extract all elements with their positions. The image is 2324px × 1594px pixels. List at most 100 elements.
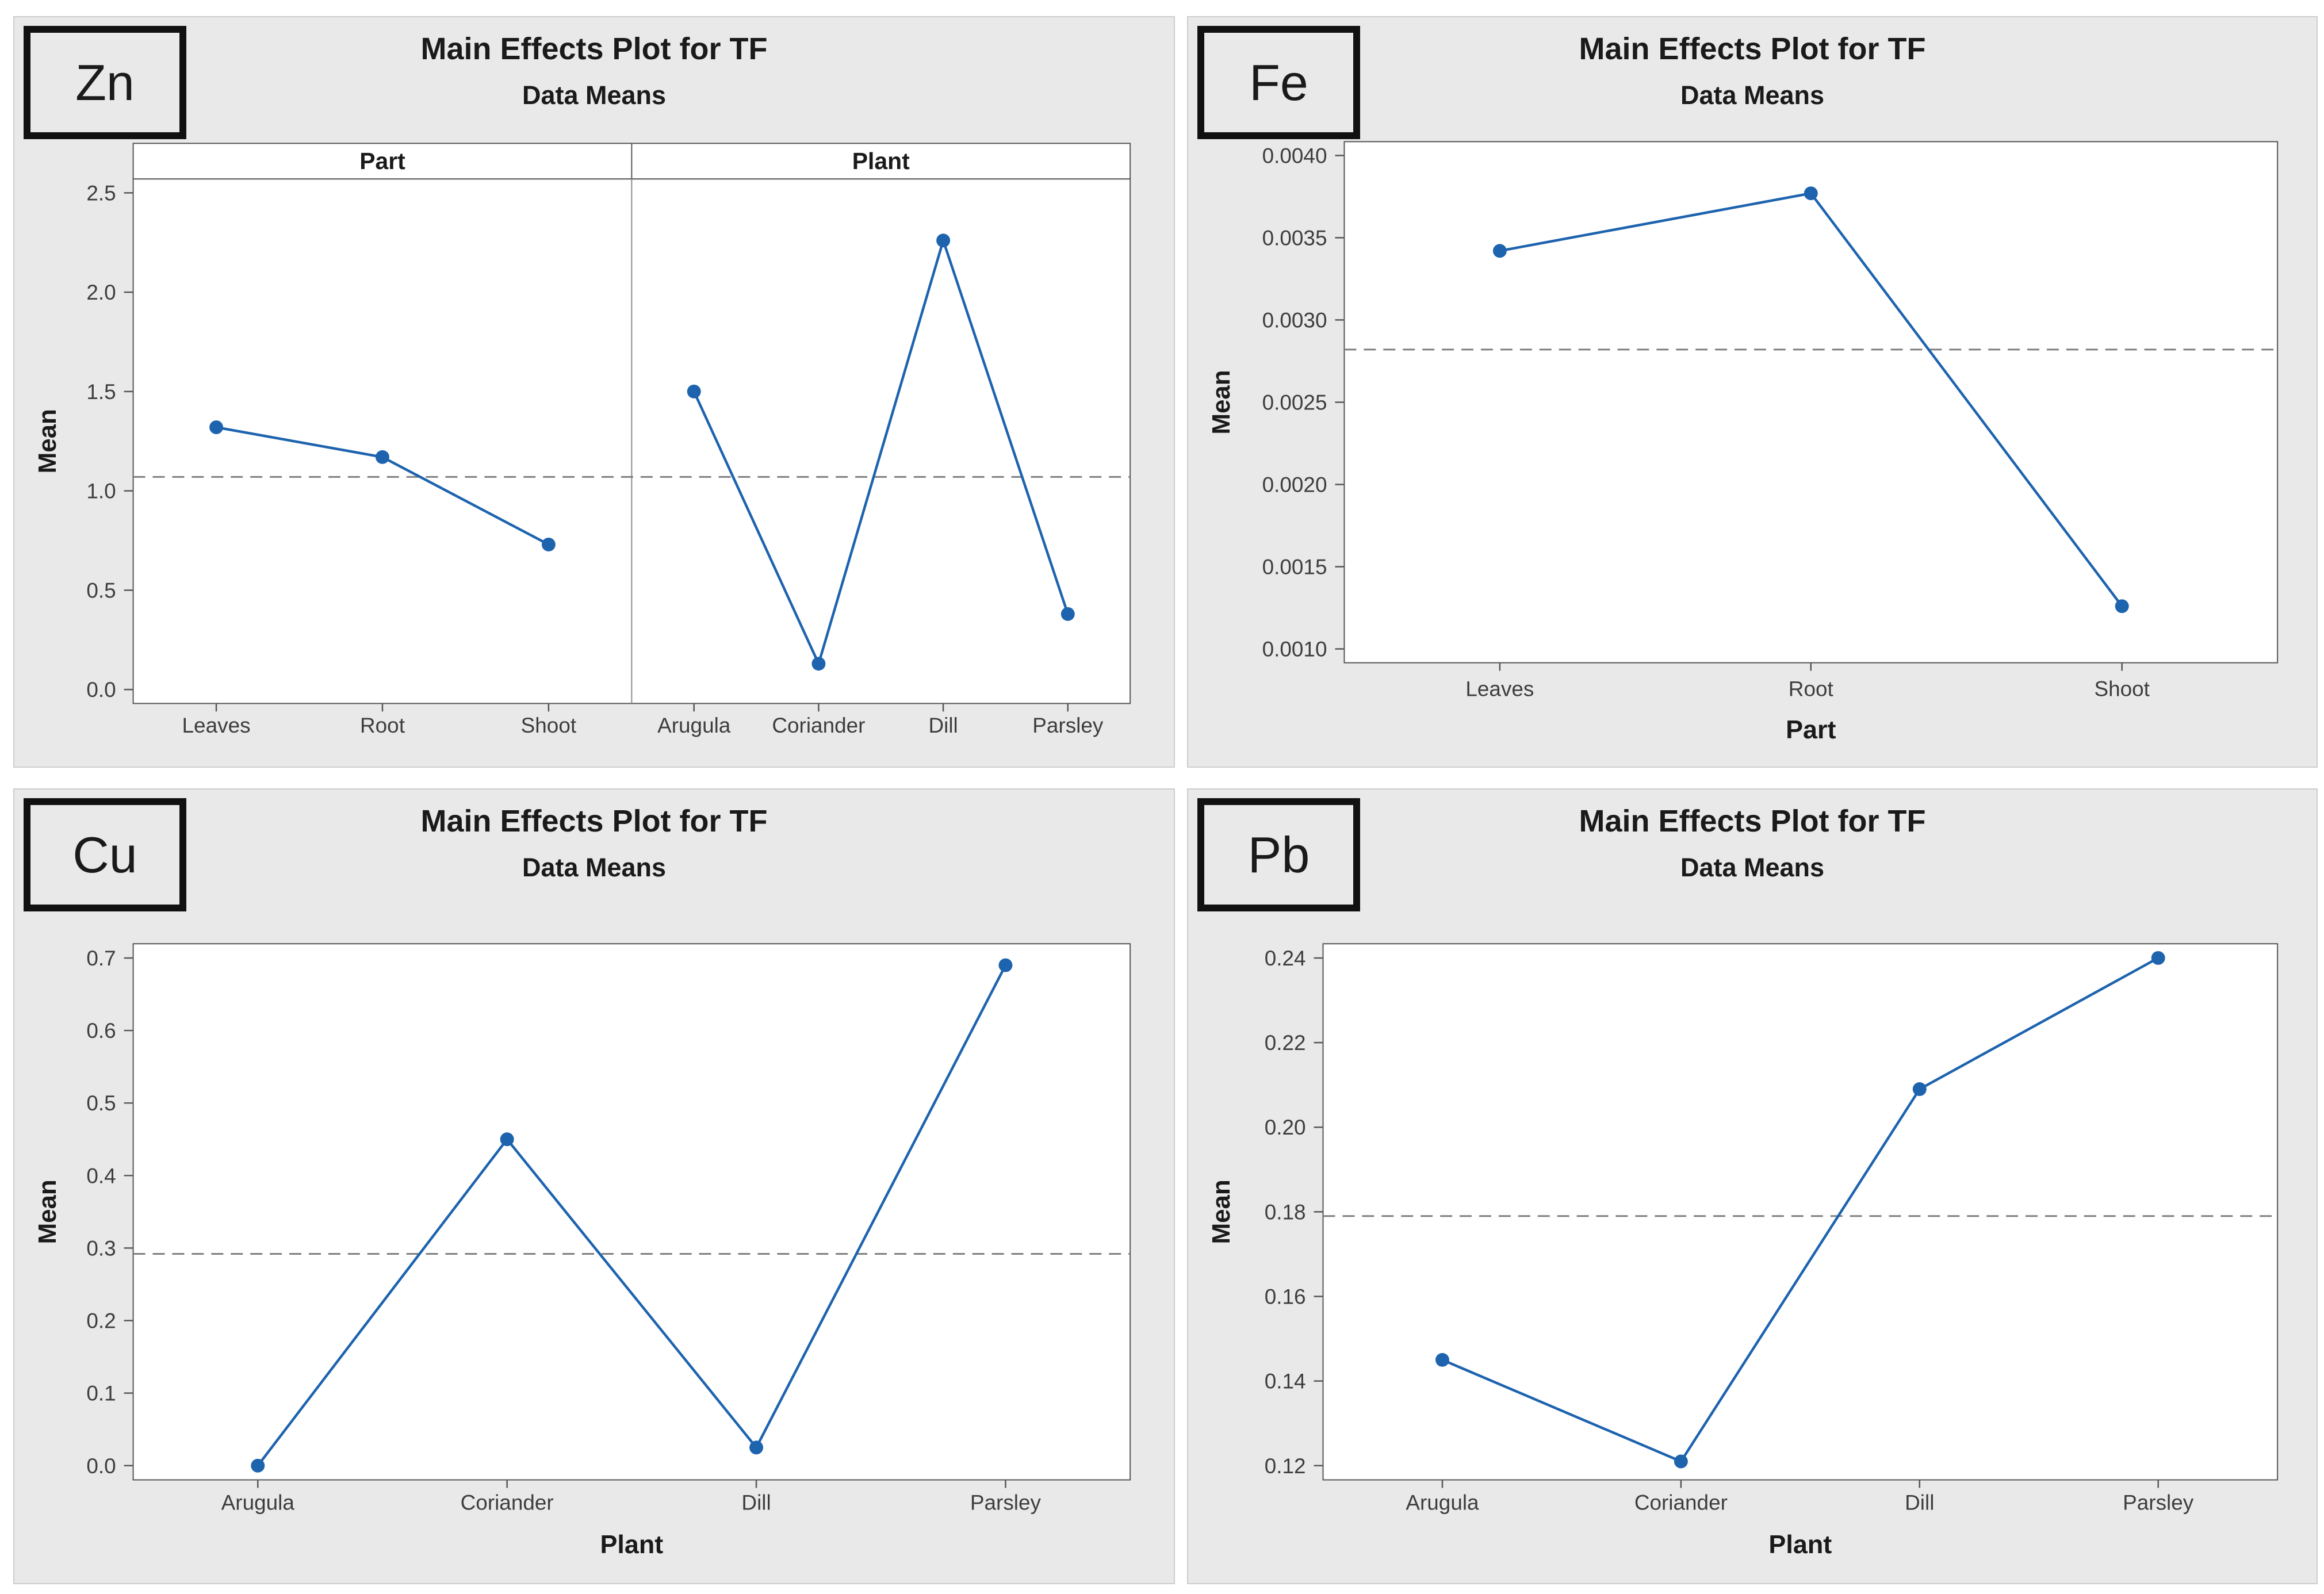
element-symbol-box-cu: Cu	[24, 798, 186, 911]
y-tick-label: 0.1	[86, 1382, 116, 1405]
element-symbol-box-pb: Pb	[1197, 798, 1360, 911]
y-tick-label: 0.24	[1265, 947, 1306, 970]
y-tick-label: 0.0030	[1262, 308, 1327, 332]
x-category-label: Shoot	[521, 714, 576, 737]
chart-title-cu: Main Effects Plot for TF	[420, 804, 768, 838]
y-tick-label: 0.14	[1265, 1370, 1306, 1393]
y-tick-label: 0.0025	[1262, 390, 1327, 414]
data-point-marker	[687, 384, 701, 398]
x-category-label: Root	[1789, 677, 1833, 700]
panel-pb: Pb Main Effects Plot for TF Data Means 0…	[1187, 788, 2318, 1584]
y-tick-label: 0.5	[86, 578, 116, 602]
mean-line-series	[1442, 956, 2159, 1463]
y-tick-label: 1.0	[86, 480, 116, 503]
data-point-marker	[811, 657, 826, 671]
y-tick-label: 2.0	[86, 281, 116, 304]
element-symbol-cu: Cu	[72, 826, 137, 883]
x-category-label: Shoot	[2094, 677, 2149, 700]
y-tick-label: 0.5	[86, 1091, 116, 1115]
y-tick-label: 0.18	[1265, 1200, 1306, 1224]
mean-line-series	[692, 236, 1069, 668]
y-tick-label: 0.0035	[1262, 226, 1327, 250]
x-category-label: Parsley	[2123, 1490, 2194, 1514]
data-point-marker	[749, 1440, 764, 1455]
x-category-label: Dill	[928, 714, 958, 737]
panel-cu: Cu Main Effects Plot for TF Data Means 0…	[13, 788, 1175, 1584]
y-tick-label: 0.7	[86, 947, 116, 970]
y-tick-label: 0.0015	[1262, 555, 1327, 578]
y-axis-title: Mean	[1207, 1179, 1235, 1244]
y-tick-label: 0.12	[1265, 1454, 1306, 1478]
x-category-label: Root	[360, 714, 405, 737]
x-category-label: Arugula	[221, 1490, 295, 1514]
y-tick-label: 0.3	[86, 1236, 116, 1260]
data-point-marker	[376, 450, 389, 464]
chart-subtitle-zn: Data Means	[522, 81, 667, 110]
y-tick-label: 0.6	[86, 1019, 116, 1043]
data-point-marker	[541, 537, 556, 551]
y-tick-label: 0.16	[1265, 1285, 1306, 1308]
y-axis-title: Mean	[33, 1179, 62, 1244]
data-point-marker	[1060, 607, 1075, 621]
x-axis-title: Part	[1786, 715, 1836, 744]
zn-main-effects-chart: Part Plant 0.0 0.5 1.0 1.5 2.0 2.5 Mean Leaves Roo…	[33, 143, 1131, 737]
y-tick-label: 0.2	[86, 1309, 116, 1333]
y-tick-label: 2.5	[86, 181, 116, 205]
x-category-label: Arugula	[657, 714, 731, 737]
y-tick-label: 0.20	[1265, 1116, 1306, 1139]
y-tick-label: 0.0020	[1262, 473, 1327, 496]
x-category-label: Coriander	[1634, 1490, 1728, 1514]
y-tick-label: 0.4	[86, 1164, 116, 1187]
data-point-marker	[2151, 951, 2165, 965]
data-point-marker	[998, 958, 1013, 972]
data-point-marker	[1492, 244, 1507, 258]
chart-title-pb: Main Effects Plot for TF	[1579, 804, 1926, 838]
chart-subtitle-fe: Data Means	[1680, 81, 1825, 110]
panel-fe: Fe Main Effects Plot for TF Data Means 0…	[1187, 16, 2318, 768]
chart-subtitle-pb: Data Means	[1680, 853, 1825, 882]
panel-zn: Zn Main Effects Plot for TF Data Means P…	[13, 16, 1175, 768]
x-category-label: Dill	[741, 1490, 771, 1514]
data-point-marker	[500, 1132, 514, 1147]
pb-main-effects-chart: 0.12 0.14 0.16 0.18 0.20 0.22 0.24 Mean Arugula C…	[1207, 943, 2279, 1559]
x-axis-title: Plant	[1768, 1530, 1832, 1559]
x-category-label: Parsley	[1032, 714, 1104, 737]
data-point-marker	[1804, 186, 1818, 201]
x-category-label: Dill	[1905, 1490, 1934, 1514]
y-tick-label: 0.0	[86, 678, 116, 702]
x-category-label: Arugula	[1406, 1490, 1479, 1514]
panel-header-plant: Plant	[852, 148, 910, 174]
chart-subtitle-cu: Data Means	[522, 853, 667, 882]
mean-line-series	[256, 964, 1007, 1467]
panel-header-part: Part	[359, 148, 405, 174]
data-point-marker	[936, 233, 951, 248]
x-category-label: Leaves	[1465, 677, 1534, 700]
x-category-label: Leaves	[182, 714, 251, 737]
y-tick-label: 1.5	[86, 380, 116, 404]
y-tick-label: 0.0010	[1262, 638, 1327, 661]
element-symbol-fe: Fe	[1249, 53, 1308, 111]
element-symbol-box-zn: Zn	[24, 26, 186, 139]
chart-title-fe: Main Effects Plot for TF	[1579, 32, 1926, 66]
data-point-marker	[1674, 1454, 1688, 1469]
data-point-marker	[1912, 1082, 1927, 1096]
x-category-label: Parsley	[970, 1490, 1042, 1514]
data-point-marker	[209, 420, 224, 435]
y-tick-label: 0.0	[86, 1454, 116, 1478]
data-point-marker	[251, 1458, 265, 1473]
y-axis-title: Mean	[1207, 370, 1235, 434]
fe-main-effects-chart: 0.0010 0.0015 0.0020 0.0025 0.0030 0.0035 0.00…	[1207, 141, 2279, 744]
data-point-marker	[2115, 599, 2129, 614]
x-category-label: Coriander	[772, 714, 865, 737]
element-symbol-pb: Pb	[1247, 826, 1310, 883]
x-axis-title: Plant	[600, 1530, 663, 1559]
element-symbol-zn: Zn	[75, 53, 135, 111]
y-tick-label: 0.0040	[1262, 144, 1327, 167]
y-tick-label: 0.22	[1265, 1031, 1306, 1055]
element-symbol-box-fe: Fe	[1197, 26, 1360, 139]
chart-title-zn: Main Effects Plot for TF	[420, 32, 768, 66]
data-point-marker	[1435, 1352, 1449, 1367]
cu-main-effects-chart: 0.0 0.1 0.2 0.3 0.4 0.5 0.6 0.7 Mean Arugula Coria…	[33, 943, 1131, 1559]
y-axis-title: Mean	[33, 409, 62, 473]
